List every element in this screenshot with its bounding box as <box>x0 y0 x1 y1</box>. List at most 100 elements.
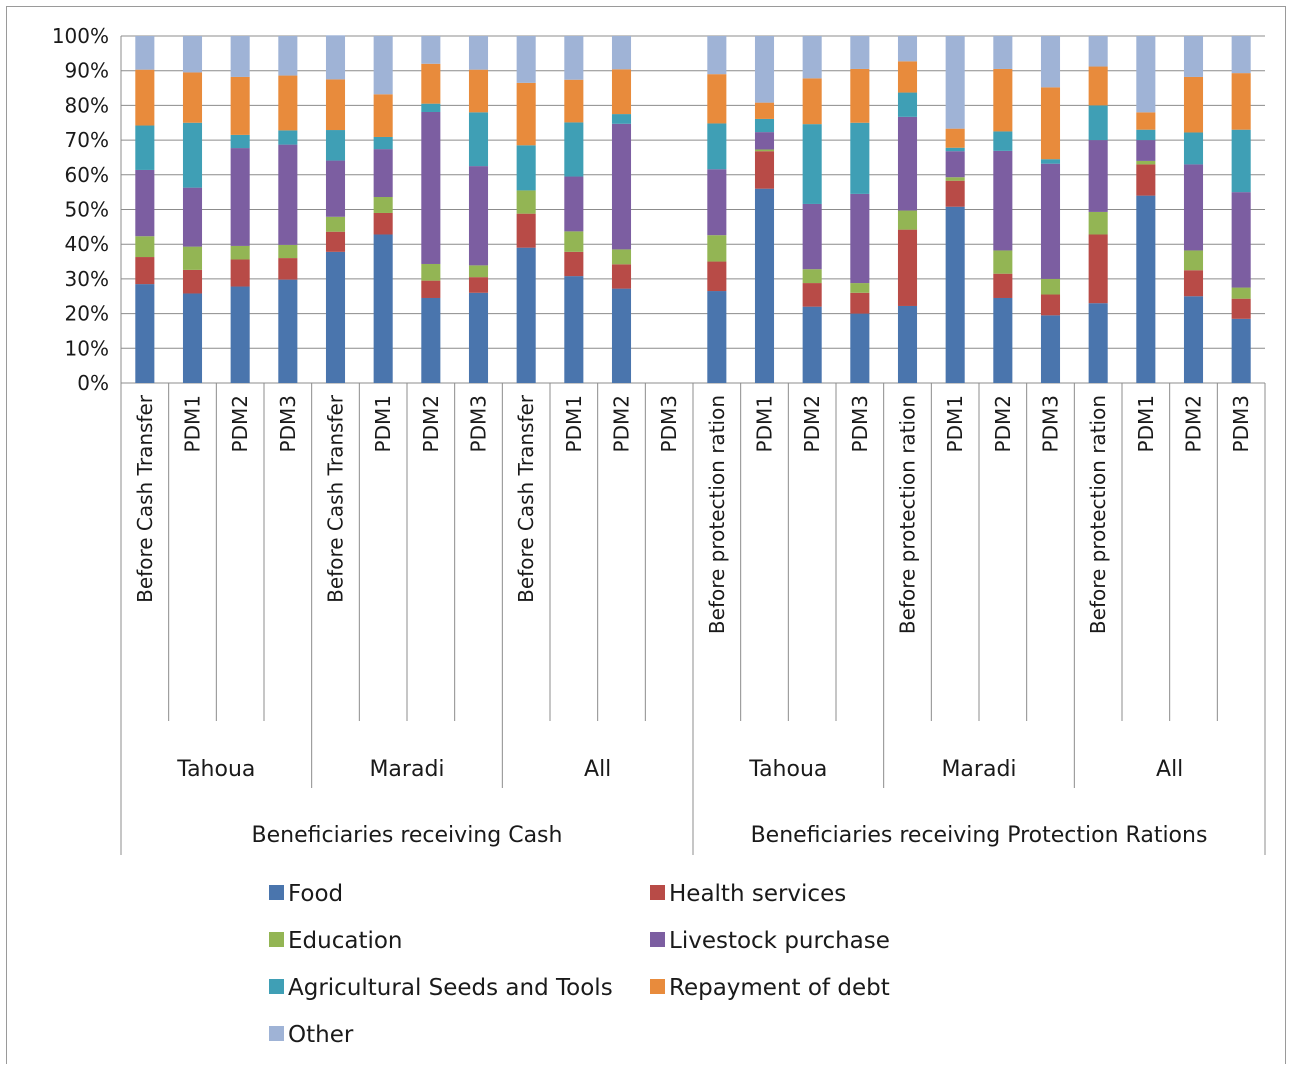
bar-segment <box>754 149 775 152</box>
bar-segment <box>1088 303 1108 383</box>
bar-segment <box>468 69 489 113</box>
category-label: Before protection ration <box>896 395 920 634</box>
bar-segment <box>230 245 250 260</box>
category-label: PDM2 <box>419 395 443 452</box>
bar-segment <box>611 288 632 383</box>
bar-segment <box>1183 270 1204 297</box>
legend-swatch <box>269 932 284 947</box>
bar-segment <box>1136 195 1156 383</box>
bar-segment <box>1136 140 1156 161</box>
bar-segment <box>993 297 1013 383</box>
y-tick-label: 40% <box>65 232 109 256</box>
bar-segment <box>1088 211 1108 235</box>
bar-segment <box>1183 296 1204 383</box>
bar-segment <box>230 36 250 77</box>
bar-segment <box>373 212 393 235</box>
bar-segment <box>278 130 298 145</box>
bar-segment <box>135 36 155 70</box>
bar-segment <box>135 257 155 285</box>
bar-segment <box>325 216 346 232</box>
bar-segment <box>278 258 298 280</box>
bar-segment <box>1136 129 1156 141</box>
bars <box>135 35 1251 383</box>
bar-segment <box>1231 129 1251 193</box>
bar-segment <box>993 273 1013 298</box>
legend-swatch <box>650 979 665 994</box>
bar-segment <box>325 35 346 80</box>
bar-segment <box>1136 160 1156 165</box>
bar-segment <box>1231 318 1251 383</box>
bar-segment <box>1136 112 1156 130</box>
bar-segment <box>564 231 584 252</box>
bar-segment <box>1088 105 1108 141</box>
stacked-bar-chart: 0% 10% 20% 30% 40% 50% 60% 70% 80% 90% 100% Before… <box>52 24 1266 1048</box>
bar-segment <box>468 166 489 266</box>
bar-segment <box>754 36 775 103</box>
bar-segment <box>230 148 250 246</box>
bar-segment <box>182 293 203 383</box>
bar-segment <box>182 187 203 247</box>
y-tick-label: 90% <box>65 59 109 83</box>
subgroup-label: Tahoua <box>748 757 827 782</box>
bar-segment <box>373 149 393 198</box>
y-tick-label: 0% <box>77 371 109 395</box>
category-label: PDM1 <box>562 395 586 452</box>
category-label: PDM1 <box>181 395 205 452</box>
category-label: PDM3 <box>1039 395 1063 452</box>
y-tick-label: 50% <box>65 198 109 222</box>
subgroup-label: Tahoua <box>176 757 255 782</box>
bar-segment <box>945 177 965 181</box>
subgroup-label: Maradi <box>941 757 1016 782</box>
category-label: Before protection ration <box>705 395 729 634</box>
bar-segment <box>1040 294 1061 316</box>
bar-segment <box>278 144 298 245</box>
bar-segment <box>421 263 441 281</box>
bar-segment <box>850 292 870 314</box>
y-tick-label: 70% <box>65 128 109 152</box>
bar-segment <box>802 283 822 307</box>
bar-segment <box>564 176 584 232</box>
bar-segment <box>897 61 918 93</box>
bar-segment <box>1136 164 1156 196</box>
bar-segment <box>182 36 203 73</box>
bar-segment <box>1183 76 1204 133</box>
bar-segment <box>468 277 489 293</box>
bar-segment <box>325 160 346 217</box>
bar-segment <box>1136 36 1156 113</box>
category-label: PDM3 <box>848 395 872 452</box>
bar-segment <box>182 72 203 123</box>
y-tick-label: 80% <box>65 93 109 117</box>
bar-segment <box>897 92 918 117</box>
bar-segment <box>945 36 965 129</box>
bar-segment <box>754 151 775 189</box>
bar-segment <box>1040 315 1061 383</box>
bar-segment <box>421 280 441 298</box>
gridlines <box>120 35 1265 384</box>
category-label: PDM3 <box>1229 395 1253 452</box>
category-label: Before Cash Transfer <box>133 394 157 603</box>
bar-segment <box>373 94 393 137</box>
bar-segment <box>611 249 632 265</box>
bar-segment <box>993 68 1013 132</box>
bar-segment <box>468 36 489 70</box>
bar-segment <box>945 147 965 152</box>
bar-segment <box>516 82 536 146</box>
bar-segment <box>611 114 632 124</box>
bar-segment <box>516 247 536 383</box>
bar-segment <box>1231 36 1251 74</box>
group-label: Beneficiaries receiving Protection Ratio… <box>751 823 1208 848</box>
bar-segment <box>278 75 298 131</box>
y-tick-label: 30% <box>65 267 109 291</box>
bar-segment <box>325 130 346 161</box>
y-tick-label: 20% <box>65 302 109 326</box>
legend-swatch <box>269 1026 284 1041</box>
category-axis <box>120 383 1266 855</box>
legend-label: Education <box>288 928 403 954</box>
bar-segment <box>754 188 775 383</box>
bar-segment <box>850 313 870 383</box>
bar-segment <box>802 269 822 284</box>
y-tick-label: 10% <box>65 336 109 360</box>
bar-segment <box>850 36 870 69</box>
bar-segment <box>707 123 727 170</box>
category-label: PDM3 <box>467 395 491 452</box>
